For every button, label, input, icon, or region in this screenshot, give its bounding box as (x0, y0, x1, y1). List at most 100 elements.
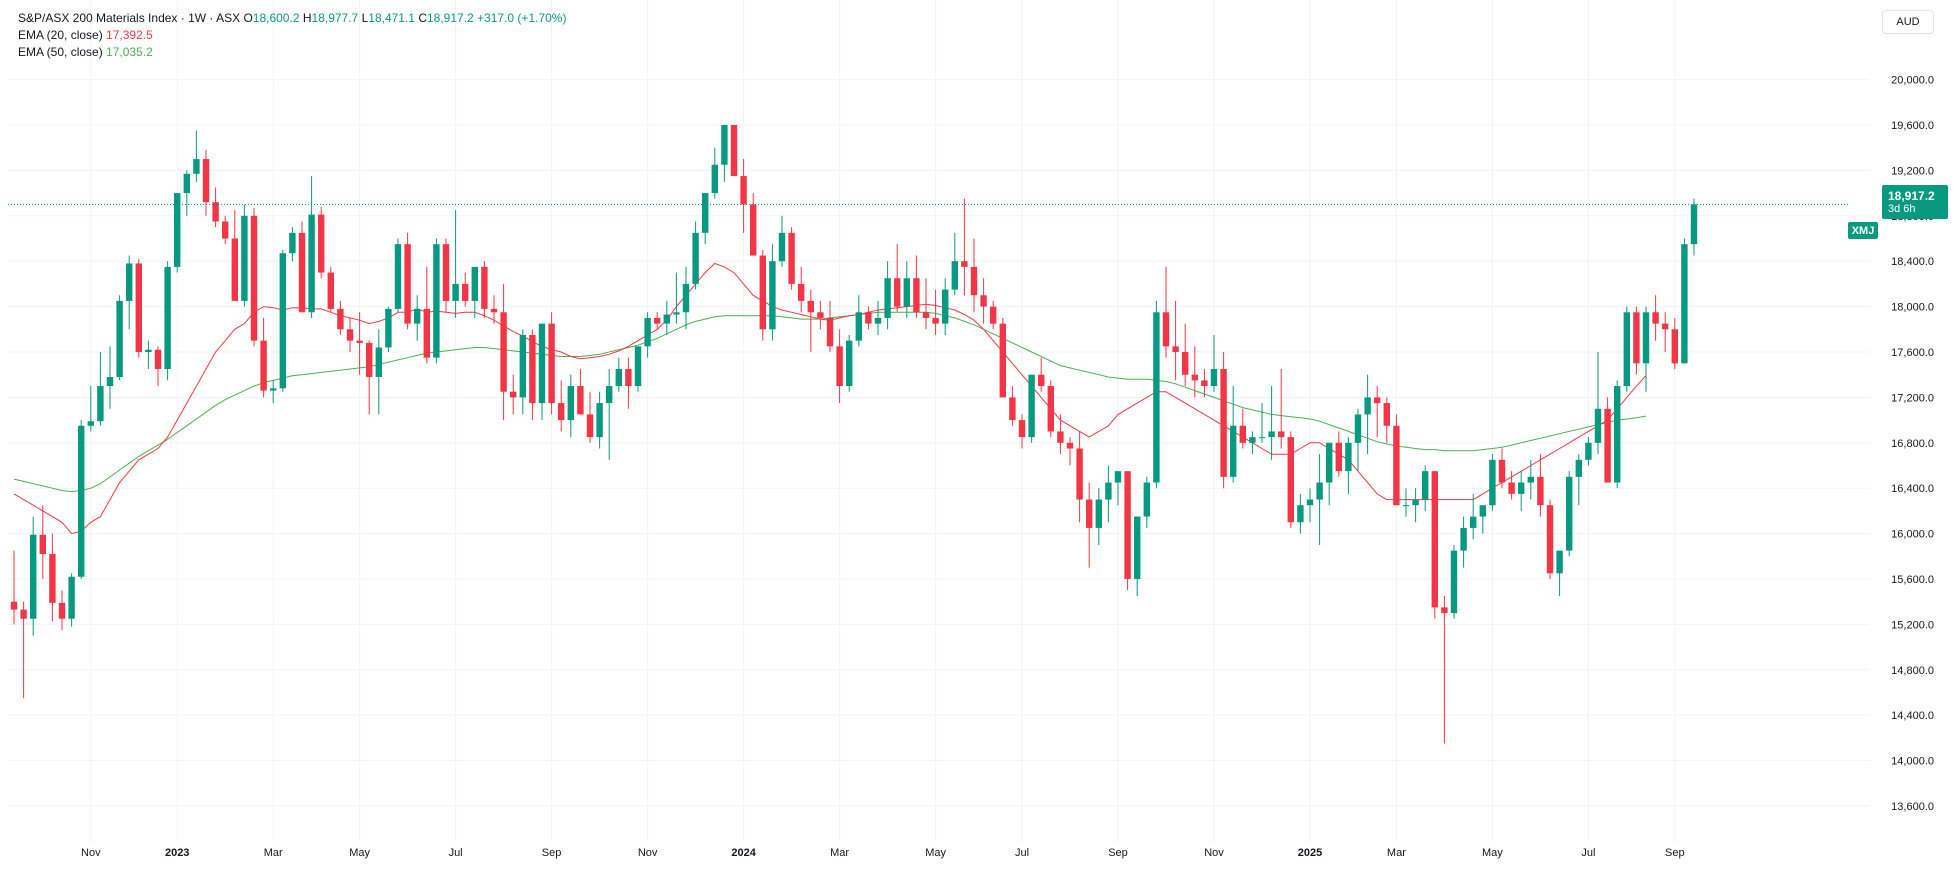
candle[interactable] (1162, 266, 1170, 358)
candle[interactable] (1335, 431, 1342, 477)
candle[interactable] (903, 261, 910, 318)
candle[interactable] (846, 334, 853, 392)
candle[interactable] (673, 272, 680, 324)
candle[interactable] (1431, 471, 1438, 619)
candle[interactable] (721, 125, 728, 182)
candle[interactable] (1441, 596, 1448, 744)
candle[interactable] (241, 204, 248, 307)
candle[interactable] (1450, 544, 1458, 619)
candle[interactable] (270, 380, 277, 404)
candle[interactable] (1287, 431, 1294, 528)
candle[interactable] (346, 317, 354, 352)
candle[interactable] (1038, 357, 1045, 392)
candle[interactable] (1690, 198, 1698, 256)
candle[interactable] (1614, 380, 1621, 489)
candle[interactable] (164, 261, 171, 381)
candle[interactable] (250, 207, 258, 347)
candle[interactable] (932, 289, 939, 335)
candle[interactable] (750, 193, 757, 256)
candle[interactable] (231, 210, 238, 301)
candle[interactable] (1537, 454, 1544, 517)
candle[interactable] (30, 516, 37, 636)
candle[interactable] (1316, 454, 1323, 545)
candle[interactable] (558, 380, 565, 432)
candle[interactable] (1153, 300, 1160, 489)
candle[interactable] (1076, 431, 1083, 523)
candle[interactable] (654, 312, 661, 330)
candle[interactable] (855, 295, 862, 347)
candle[interactable] (1201, 369, 1208, 398)
candle[interactable] (394, 238, 402, 313)
candle[interactable] (1393, 414, 1400, 506)
candle[interactable] (308, 176, 315, 318)
candle[interactable] (1652, 295, 1659, 341)
candle[interactable] (663, 300, 670, 335)
candle[interactable] (452, 210, 459, 318)
candle[interactable] (1172, 300, 1179, 381)
candle[interactable] (1191, 346, 1198, 398)
candle[interactable] (1057, 414, 1064, 455)
candle[interactable] (1479, 505, 1486, 534)
candle[interactable] (356, 312, 363, 375)
candle[interactable] (222, 215, 229, 245)
candle[interactable] (1047, 380, 1054, 438)
candle[interactable] (1662, 312, 1669, 352)
candle[interactable] (1182, 323, 1189, 387)
candle[interactable] (68, 573, 75, 627)
candle[interactable] (1105, 465, 1112, 523)
candle[interactable] (1527, 459, 1534, 500)
candle[interactable] (1623, 306, 1630, 392)
candle[interactable] (1594, 352, 1602, 455)
candle[interactable] (788, 227, 795, 290)
candle[interactable] (337, 300, 344, 335)
candle[interactable] (538, 323, 546, 421)
candle[interactable] (567, 374, 574, 438)
candle[interactable] (1585, 437, 1592, 466)
candle[interactable] (711, 147, 718, 199)
candle[interactable] (1604, 397, 1611, 483)
candle[interactable] (1546, 499, 1554, 579)
candle[interactable] (942, 278, 949, 335)
candle[interactable] (1220, 352, 1227, 489)
candle[interactable] (212, 187, 219, 228)
candle[interactable] (1268, 386, 1275, 460)
candle[interactable] (961, 198, 968, 296)
candle[interactable] (1124, 471, 1131, 591)
candle[interactable] (884, 261, 891, 330)
candle[interactable] (10, 550, 18, 625)
candle[interactable] (1489, 454, 1496, 511)
candle[interactable] (1306, 488, 1314, 523)
candle[interactable] (913, 255, 920, 318)
candle[interactable] (951, 232, 958, 296)
candle[interactable] (1239, 408, 1246, 449)
candle[interactable] (433, 238, 440, 364)
candle[interactable] (990, 300, 997, 330)
candle[interactable] (615, 357, 622, 392)
candle[interactable] (682, 266, 690, 330)
candle[interactable] (39, 505, 46, 579)
candle[interactable] (1671, 317, 1678, 370)
candle[interactable] (1402, 488, 1410, 517)
candle[interactable] (404, 232, 411, 330)
candle[interactable] (1086, 482, 1093, 568)
candle[interactable] (1642, 306, 1650, 392)
candle[interactable] (702, 193, 709, 245)
legend-ema20-row[interactable]: EMA (20, close) 17,392.5 (18, 27, 566, 44)
candle[interactable] (1018, 414, 1026, 449)
candle[interactable] (202, 149, 210, 216)
candle[interactable] (529, 329, 536, 421)
candle[interactable] (1508, 471, 1515, 500)
candle[interactable] (385, 306, 392, 352)
candle[interactable] (97, 352, 104, 426)
candle[interactable] (366, 340, 373, 415)
candle[interactable] (154, 346, 162, 387)
candle[interactable] (423, 266, 430, 364)
candle[interactable] (1681, 238, 1688, 364)
candle[interactable] (586, 391, 594, 443)
candle[interactable] (980, 278, 987, 324)
candle[interactable] (606, 369, 613, 460)
candle[interactable] (260, 317, 267, 398)
candle[interactable] (1009, 386, 1016, 426)
candle[interactable] (874, 300, 882, 335)
